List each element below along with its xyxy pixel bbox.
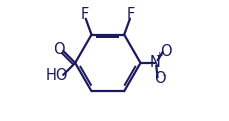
Text: HO: HO <box>46 68 68 83</box>
Text: O: O <box>160 44 172 59</box>
Text: +: + <box>155 51 162 60</box>
Text: ⁻: ⁻ <box>161 74 166 83</box>
Text: F: F <box>81 7 89 22</box>
Text: O: O <box>53 42 65 57</box>
Text: N: N <box>150 55 161 70</box>
Text: F: F <box>126 7 135 22</box>
Text: O: O <box>154 71 166 86</box>
